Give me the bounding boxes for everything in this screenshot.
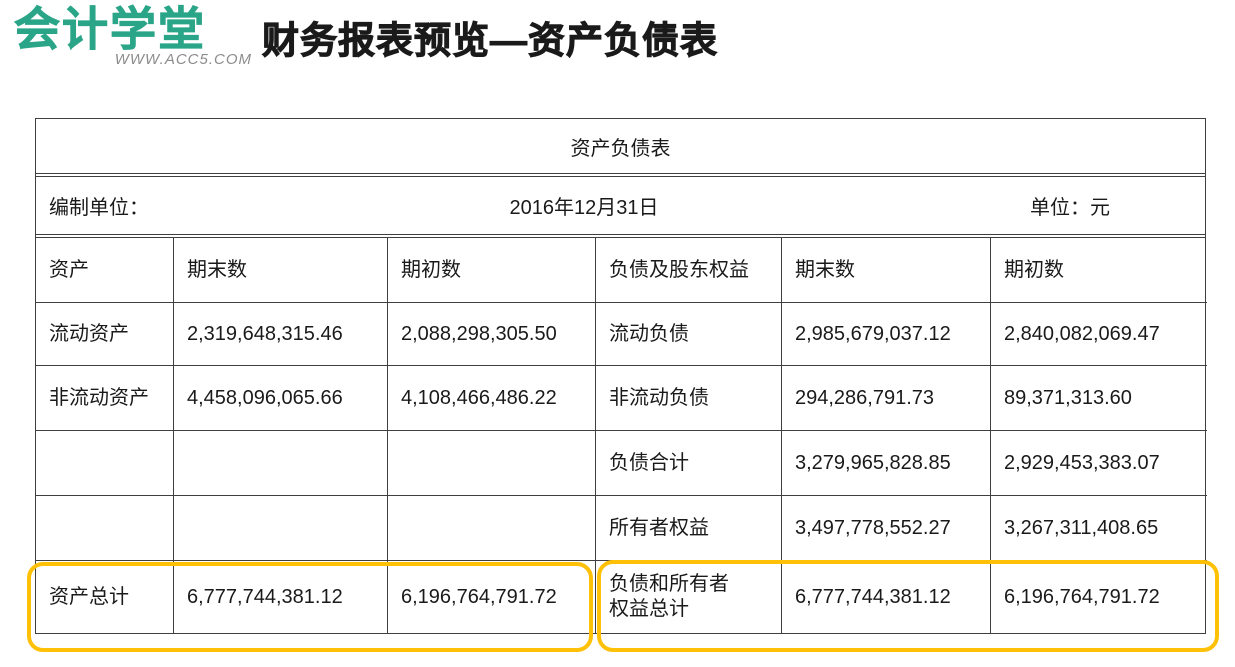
table-cell: 2,985,679,037.12 [782, 303, 991, 366]
page-title: 财务报表预览—资产负债表 [262, 20, 718, 62]
table-cell: 294,286,791.73 [782, 366, 991, 431]
row-label-current-liabilities: 流动负债 [596, 303, 782, 366]
col-header-beginning-balance-left: 期初数 [388, 238, 596, 303]
row-label-total-assets: 资产总计 [36, 561, 174, 633]
prepared-by-label: 编制单位： [49, 197, 149, 219]
logo-url-text: WWW.ACC5.COM [114, 50, 252, 68]
table-cell: 2,840,082,069.47 [991, 303, 1207, 366]
report-date: 2016年12月31日 [509, 197, 659, 219]
col-header-beginning-balance-right: 期初数 [991, 238, 1207, 303]
row-label-total-liabilities-equity: 负债和所有者权益总计 [596, 561, 782, 633]
table-title: 资产负债表 [36, 119, 1205, 177]
empty-cell [174, 496, 388, 561]
table-cell: 89,371,313.60 [991, 366, 1207, 431]
table-cell: 4,108,466,486.22 [388, 366, 596, 431]
empty-cell [388, 496, 596, 561]
unit-label: 单位：元 [1030, 197, 1110, 219]
row-label-total-liabilities: 负债合计 [596, 431, 782, 496]
table-cell: 3,267,311,408.65 [991, 496, 1207, 561]
table-cell: 6,196,764,791.72 [388, 561, 596, 633]
row-label-owners-equity: 所有者权益 [596, 496, 782, 561]
table-cell: 3,279,965,828.85 [782, 431, 991, 496]
table-cell: 2,929,453,383.07 [991, 431, 1207, 496]
table-cell: 3,497,778,552.27 [782, 496, 991, 561]
table-cell: 2,088,298,305.50 [388, 303, 596, 366]
table-cell: 6,777,744,381.12 [174, 561, 388, 633]
col-header-ending-balance-left: 期末数 [174, 238, 388, 303]
acc5-logo: 会计学堂 WWW.ACC5.COM [14, 4, 252, 68]
row-label-noncurrent-assets: 非流动资产 [36, 366, 174, 431]
empty-cell [174, 431, 388, 496]
col-header-assets: 资产 [36, 238, 174, 303]
empty-cell [388, 431, 596, 496]
col-header-ending-balance-right: 期末数 [782, 238, 991, 303]
empty-cell [36, 496, 174, 561]
table-cell: 4,458,096,065.66 [174, 366, 388, 431]
row-label-noncurrent-liabilities: 非流动负债 [596, 366, 782, 431]
table-info-row: 编制单位： 2016年12月31日 单位：元 [36, 177, 1205, 238]
table-cell: 6,196,764,791.72 [1004, 585, 1160, 608]
col-header-liabilities-equity: 负债及股东权益 [596, 238, 782, 303]
logo-brand-text: 会计学堂 [14, 3, 206, 55]
empty-cell [36, 431, 174, 496]
balance-sheet-table: 资产负债表 编制单位： 2016年12月31日 单位：元 资产 期末数 期初数 … [27, 118, 1219, 652]
table-cell: 6,777,744,381.12 [782, 561, 991, 633]
table-grid: 资产 期末数 期初数 负债及股东权益 期末数 期初数 流动资产 2,319,64… [36, 238, 1207, 633]
table-cell: 2,319,648,315.46 [174, 303, 388, 366]
row-label-current-assets: 流动资产 [36, 303, 174, 366]
